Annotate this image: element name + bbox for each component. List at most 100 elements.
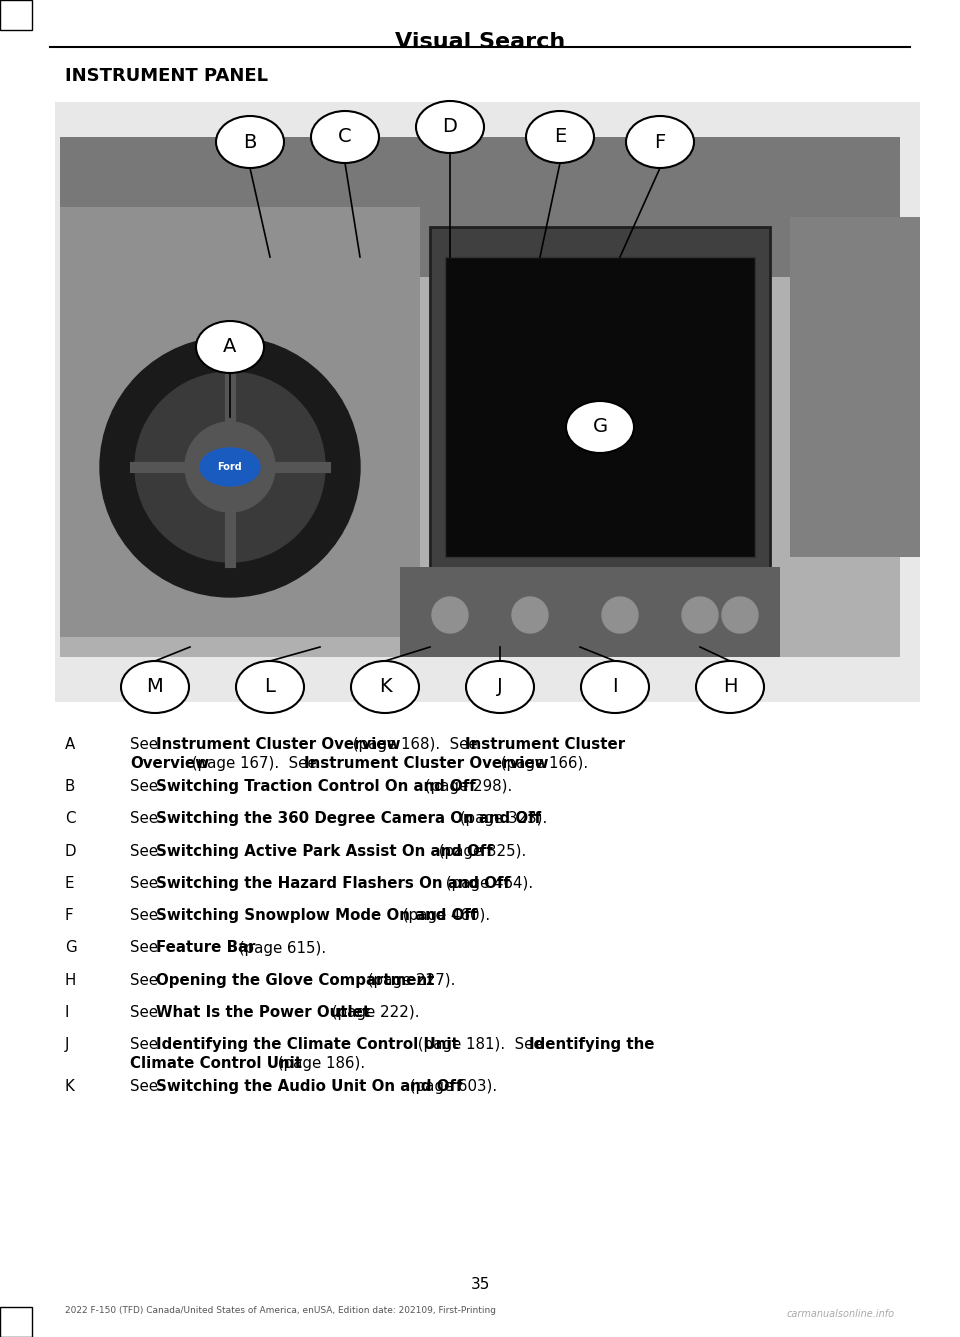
Ellipse shape [216, 116, 284, 168]
Text: (page 166).: (page 166). [496, 755, 588, 771]
Text: (page 298).: (page 298). [420, 779, 512, 794]
Text: B: B [65, 779, 76, 794]
Circle shape [682, 598, 718, 632]
FancyBboxPatch shape [790, 217, 920, 558]
Text: Feature Bar: Feature Bar [156, 940, 255, 956]
Ellipse shape [196, 321, 264, 373]
Text: Ford: Ford [218, 463, 242, 472]
Text: E: E [554, 127, 566, 147]
Text: Switching Traction Control On and Off: Switching Traction Control On and Off [156, 779, 475, 794]
Text: Climate Control Unit: Climate Control Unit [130, 1056, 302, 1071]
Text: Switching Snowplow Mode On and Off: Switching Snowplow Mode On and Off [156, 908, 477, 924]
Text: (page 464).: (page 464). [441, 876, 533, 890]
Text: J: J [65, 1038, 69, 1052]
Text: See: See [130, 1079, 163, 1095]
Text: G: G [592, 417, 608, 436]
Ellipse shape [351, 660, 419, 713]
Ellipse shape [626, 116, 694, 168]
Text: See: See [130, 973, 163, 988]
Ellipse shape [416, 102, 484, 152]
Text: (page 222).: (page 222). [327, 1005, 420, 1020]
Text: (page 603).: (page 603). [405, 1079, 497, 1095]
Text: carmanualsonline.info: carmanualsonline.info [787, 1309, 895, 1320]
FancyBboxPatch shape [430, 227, 770, 607]
Text: H: H [65, 973, 76, 988]
Text: G: G [65, 940, 77, 956]
Ellipse shape [311, 111, 379, 163]
Text: See: See [130, 940, 163, 956]
Text: Overview: Overview [130, 755, 209, 771]
Text: C: C [338, 127, 351, 147]
Text: See: See [130, 844, 163, 858]
FancyBboxPatch shape [60, 136, 900, 277]
Text: (page 168).  See: (page 168). See [348, 737, 483, 751]
Text: (page 186).: (page 186). [273, 1056, 365, 1071]
FancyBboxPatch shape [400, 567, 780, 656]
Text: K: K [65, 1079, 75, 1095]
Text: (page 181).  See: (page 181). See [413, 1038, 547, 1052]
Text: (page 325).: (page 325). [434, 844, 526, 858]
Ellipse shape [466, 660, 534, 713]
Text: C: C [65, 812, 76, 826]
Text: See: See [130, 1038, 163, 1052]
Circle shape [722, 598, 758, 632]
Text: See: See [130, 1005, 163, 1020]
Text: I: I [612, 678, 618, 697]
Text: (page 615).: (page 615). [234, 940, 326, 956]
FancyBboxPatch shape [60, 136, 900, 656]
FancyBboxPatch shape [60, 207, 420, 636]
Circle shape [135, 372, 325, 562]
Text: E: E [65, 876, 75, 890]
FancyBboxPatch shape [445, 257, 755, 558]
Ellipse shape [236, 660, 304, 713]
Text: What Is the Power Outlet: What Is the Power Outlet [156, 1005, 370, 1020]
Ellipse shape [200, 448, 260, 487]
Text: M: M [147, 678, 163, 697]
Ellipse shape [581, 660, 649, 713]
Text: Switching the Hazard Flashers On and Off: Switching the Hazard Flashers On and Off [156, 876, 510, 890]
Text: See: See [130, 908, 163, 924]
Text: INSTRUMENT PANEL: INSTRUMENT PANEL [65, 67, 268, 86]
Text: Switching Active Park Assist On and Off: Switching Active Park Assist On and Off [156, 844, 492, 858]
FancyBboxPatch shape [55, 102, 920, 702]
Ellipse shape [526, 111, 594, 163]
Text: Visual Search: Visual Search [395, 32, 565, 52]
Circle shape [432, 598, 468, 632]
Text: See: See [130, 876, 163, 890]
Text: A: A [65, 737, 75, 751]
Text: K: K [378, 678, 392, 697]
Text: Instrument Cluster Overview: Instrument Cluster Overview [156, 737, 400, 751]
Text: See: See [130, 812, 163, 826]
Circle shape [185, 422, 275, 512]
Text: See: See [130, 779, 163, 794]
Text: D: D [65, 844, 77, 858]
Circle shape [100, 337, 360, 598]
Text: Opening the Glove Compartment: Opening the Glove Compartment [156, 973, 434, 988]
Ellipse shape [696, 660, 764, 713]
Text: 2022 F-150 (TFD) Canada/United States of America, enUSA, Edition date: 202109, F: 2022 F-150 (TFD) Canada/United States of… [65, 1306, 496, 1316]
Text: H: H [723, 678, 737, 697]
Ellipse shape [566, 401, 634, 453]
Text: B: B [243, 132, 256, 151]
Text: Instrument Cluster: Instrument Cluster [465, 737, 625, 751]
Text: (page 227).: (page 227). [363, 973, 455, 988]
Text: Identifying the: Identifying the [529, 1038, 655, 1052]
Text: J: J [497, 678, 503, 697]
Text: 35: 35 [470, 1277, 490, 1292]
Text: Identifying the Climate Control Unit: Identifying the Climate Control Unit [156, 1038, 459, 1052]
Text: F: F [65, 908, 74, 924]
Text: L: L [265, 678, 276, 697]
Text: D: D [443, 118, 457, 136]
Text: I: I [65, 1005, 69, 1020]
Circle shape [602, 598, 638, 632]
Text: F: F [655, 132, 665, 151]
Text: A: A [224, 337, 237, 357]
Text: See: See [130, 737, 163, 751]
Text: Switching the 360 Degree Camera On and Off: Switching the 360 Degree Camera On and O… [156, 812, 541, 826]
Ellipse shape [121, 660, 189, 713]
Text: Switching the Audio Unit On and Off: Switching the Audio Unit On and Off [156, 1079, 463, 1095]
Text: (page 167).  See: (page 167). See [187, 755, 322, 771]
Text: (page 323).: (page 323). [455, 812, 547, 826]
Circle shape [512, 598, 548, 632]
Text: (page 460).: (page 460). [398, 908, 491, 924]
